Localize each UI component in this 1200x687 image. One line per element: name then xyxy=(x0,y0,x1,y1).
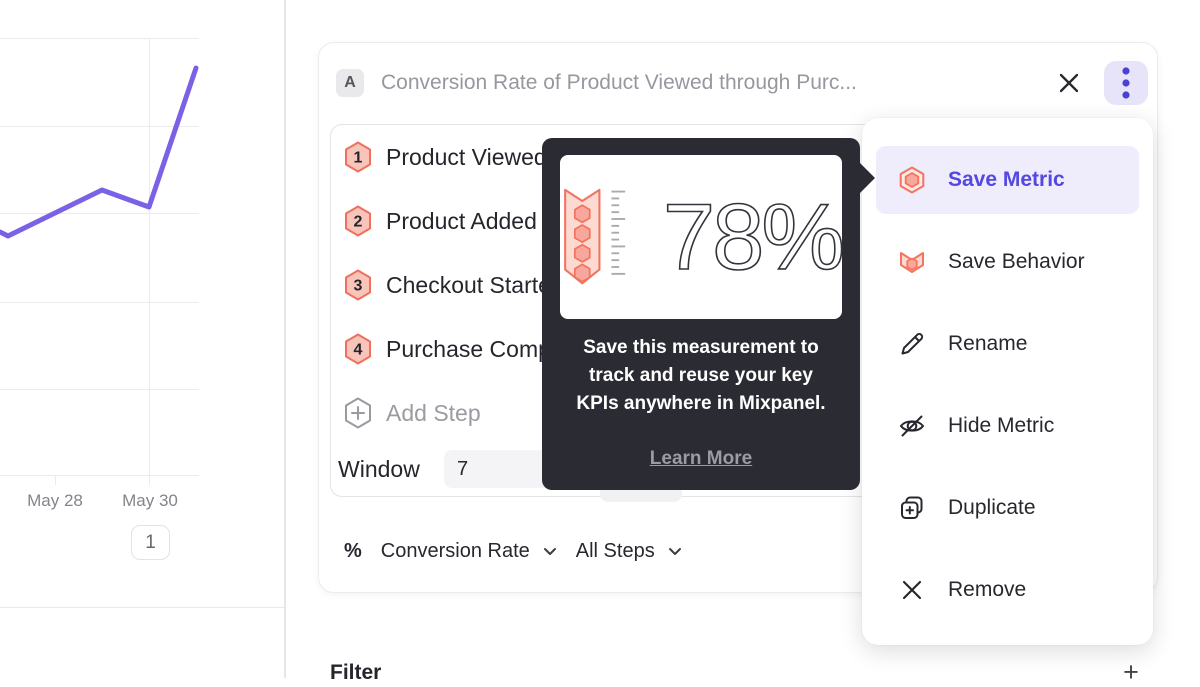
save-behavior-icon xyxy=(900,252,924,273)
svg-text:3: 3 xyxy=(354,278,363,295)
kebab-menu-button[interactable] xyxy=(1104,61,1148,105)
panel-divider xyxy=(284,0,286,678)
menu-item-save-behavior[interactable]: Save Behavior xyxy=(876,228,1139,296)
metric-type-dropdown[interactable]: Conversion Rate xyxy=(380,539,530,562)
menu-item-rename[interactable]: Rename xyxy=(876,310,1139,378)
filter-section-label: Filter xyxy=(330,661,382,684)
tooltip-body-text: Save this measurement to track and reuse… xyxy=(576,337,826,414)
svg-text:1: 1 xyxy=(354,150,363,167)
horizontal-divider xyxy=(0,607,284,608)
measurement-row: % Conversion Rate All Steps xyxy=(344,536,682,566)
steps-scope-dropdown[interactable]: All Steps xyxy=(575,539,655,562)
series-badge: A xyxy=(336,69,364,97)
add-filter-button[interactable]: + xyxy=(1123,657,1139,687)
tooltip-headline: 78% xyxy=(662,183,846,290)
window-row: Window xyxy=(338,447,420,491)
menu-item-label: Save Metric xyxy=(948,168,1065,191)
menu-item-label: Save Behavior xyxy=(948,250,1085,273)
funnel-trend-chart: May 28 May 30 1 xyxy=(0,0,284,678)
funnel-step-2[interactable]: 2 Product Added xyxy=(344,199,537,243)
svg-text:2: 2 xyxy=(354,214,363,231)
step-label: Checkout Started xyxy=(386,271,564,298)
save-metric-icon xyxy=(899,166,925,194)
funnel-step-3[interactable]: 3 Checkout Started xyxy=(344,263,564,307)
step-3-hexagon-icon: 3 xyxy=(345,269,371,301)
menu-item-duplicate[interactable]: Duplicate xyxy=(876,474,1139,542)
remove-x-icon xyxy=(902,580,922,600)
pagination-badge[interactable]: 1 xyxy=(131,525,170,560)
x-axis-label: May 30 xyxy=(122,491,178,510)
step-4-hexagon-icon: 4 xyxy=(345,333,371,365)
menu-item-label: Duplicate xyxy=(948,496,1036,519)
chevron-down-icon[interactable] xyxy=(668,547,682,556)
rename-pencil-icon xyxy=(901,333,924,355)
menu-item-remove[interactable]: Remove xyxy=(876,556,1139,624)
menu-item-label: Rename xyxy=(948,332,1028,355)
funnel-step-1[interactable]: 1 Product Viewed xyxy=(344,135,547,179)
learn-more-link[interactable]: Learn More xyxy=(649,448,753,469)
tooltip-illustration-card: 78% xyxy=(560,155,846,319)
chevron-down-icon[interactable] xyxy=(543,547,557,556)
metric-title: Conversion Rate of Product Viewed throug… xyxy=(381,71,857,94)
metric-context-menu: Save Metric Save Behavior Rename Hide Me… xyxy=(862,118,1153,645)
step-label: Product Added xyxy=(386,207,537,234)
close-icon xyxy=(1059,73,1079,93)
close-button[interactable] xyxy=(1056,70,1082,96)
menu-item-save-metric[interactable]: Save Metric xyxy=(876,146,1139,214)
menu-item-hide-metric[interactable]: Hide Metric xyxy=(876,392,1139,460)
add-step-hexagon-icon xyxy=(345,397,371,429)
add-step-label: Add Step xyxy=(386,399,481,426)
funnel-ruler-illustration xyxy=(564,188,626,285)
step-2-hexagon-icon: 2 xyxy=(345,205,371,237)
tooltip-arrow xyxy=(858,161,875,195)
menu-item-label: Hide Metric xyxy=(948,414,1055,437)
menu-item-label: Remove xyxy=(948,578,1027,601)
step-1-hexagon-icon: 1 xyxy=(345,141,371,173)
hide-metric-eye-icon xyxy=(899,415,925,437)
save-metric-tooltip: 78% Save this measurement to track and r… xyxy=(542,138,875,490)
duplicate-icon xyxy=(901,496,923,519)
line-chart-canvas xyxy=(0,38,199,485)
svg-text:4: 4 xyxy=(354,342,363,359)
kebab-icon xyxy=(1122,67,1130,99)
conversion-line xyxy=(0,65,199,239)
x-axis-label: May 28 xyxy=(27,491,83,510)
percent-icon: % xyxy=(344,539,362,562)
window-label: Window xyxy=(338,455,420,482)
step-label: Product Viewed xyxy=(386,143,547,170)
add-step-button[interactable]: Add Step xyxy=(344,391,481,435)
